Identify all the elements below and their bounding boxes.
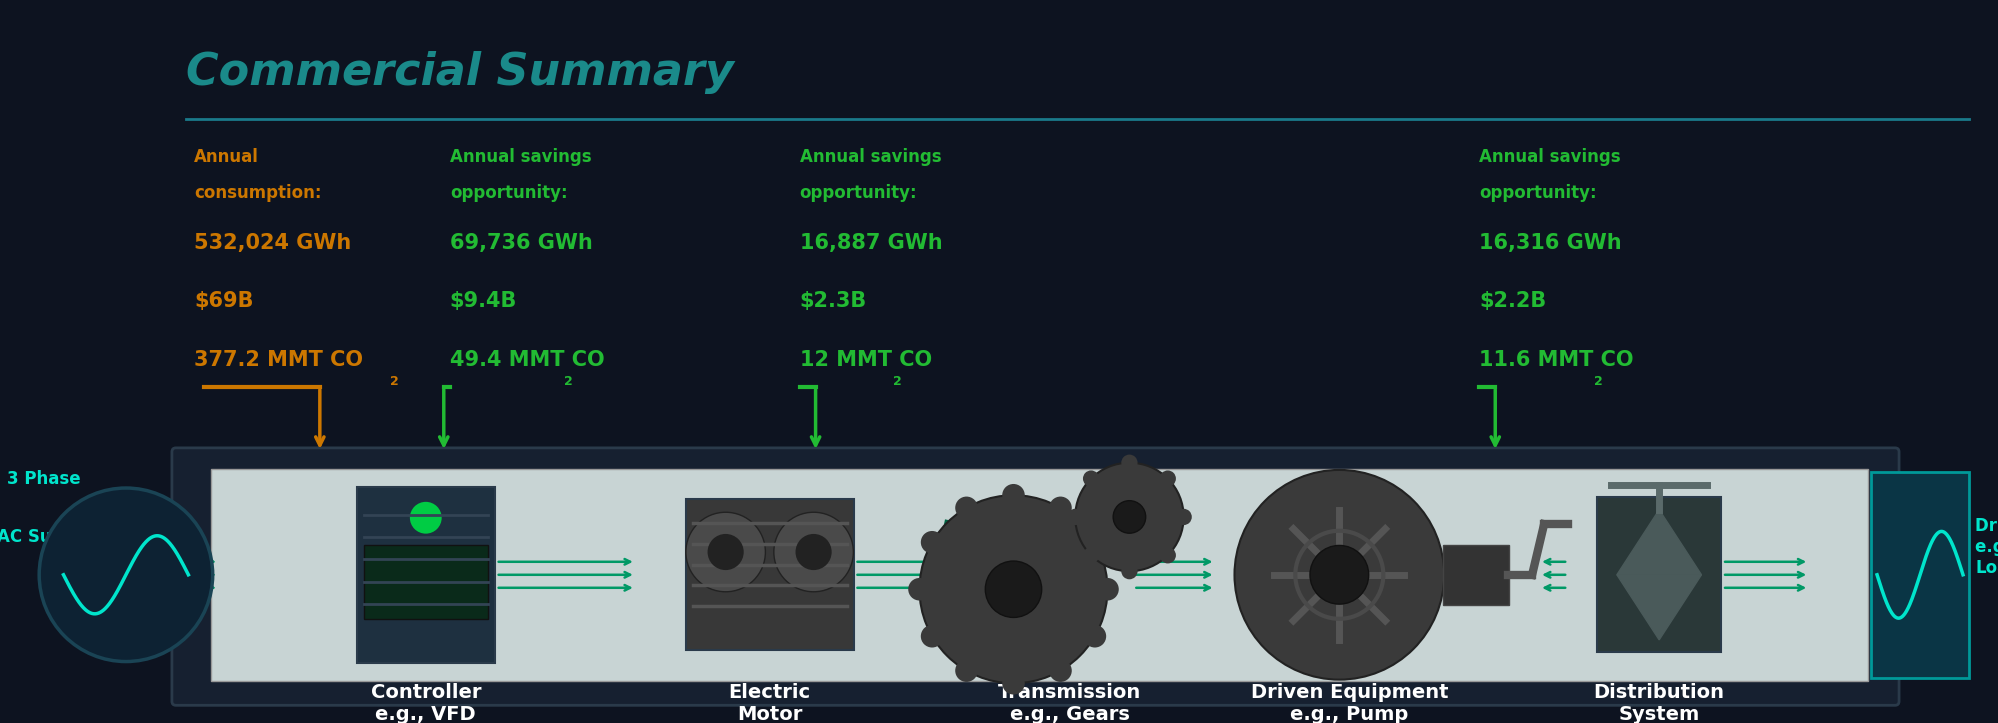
Circle shape	[1083, 547, 1099, 563]
Text: Commercial Summary: Commercial Summary	[186, 51, 733, 93]
Text: 3 Phase: 3 Phase	[8, 470, 80, 488]
Text: Annual savings: Annual savings	[450, 148, 591, 166]
Text: opportunity:: opportunity:	[450, 184, 567, 202]
Text: AC Supply: AC Supply	[0, 528, 92, 546]
Text: Annual: Annual	[194, 148, 258, 166]
FancyBboxPatch shape	[685, 500, 853, 650]
FancyBboxPatch shape	[364, 545, 488, 619]
Circle shape	[1175, 509, 1191, 525]
Circle shape	[1235, 470, 1443, 680]
Text: $2.3B: $2.3B	[799, 291, 867, 312]
Circle shape	[1121, 563, 1137, 579]
Text: Driven Equipment
e.g., Pump: Driven Equipment e.g., Pump	[1251, 683, 1447, 723]
Text: opportunity:: opportunity:	[799, 184, 917, 202]
Circle shape	[773, 512, 853, 591]
Circle shape	[707, 534, 743, 570]
Circle shape	[795, 534, 831, 570]
Circle shape	[40, 488, 212, 662]
Circle shape	[1083, 471, 1099, 487]
Circle shape	[1001, 672, 1025, 695]
Text: Transmission
e.g., Gears: Transmission e.g., Gears	[997, 683, 1141, 723]
Text: 49.4 MMT CO: 49.4 MMT CO	[450, 350, 603, 370]
Text: Annual savings: Annual savings	[1479, 148, 1620, 166]
Text: 377.2 MMT CO: 377.2 MMT CO	[194, 350, 364, 370]
FancyBboxPatch shape	[172, 448, 1898, 706]
Circle shape	[685, 512, 765, 591]
FancyBboxPatch shape	[210, 469, 1868, 680]
Text: 11.6 MMT CO: 11.6 MMT CO	[1479, 350, 1632, 370]
Text: opportunity:: opportunity:	[1479, 184, 1596, 202]
Text: 2: 2	[563, 375, 573, 388]
Text: Distribution
System: Distribution System	[1592, 683, 1724, 723]
Circle shape	[1083, 531, 1105, 554]
Text: 69,736 GWh: 69,736 GWh	[450, 233, 591, 253]
Circle shape	[955, 659, 977, 682]
Polygon shape	[1616, 510, 1700, 575]
Circle shape	[1049, 659, 1071, 682]
Circle shape	[1095, 578, 1119, 601]
Text: 532,024 GWh: 532,024 GWh	[194, 233, 352, 253]
Text: 2: 2	[893, 375, 901, 388]
Text: Annual savings: Annual savings	[799, 148, 941, 166]
Circle shape	[1001, 484, 1025, 507]
Circle shape	[1067, 509, 1083, 525]
FancyBboxPatch shape	[1870, 471, 1968, 678]
Circle shape	[921, 531, 943, 554]
Polygon shape	[1616, 575, 1700, 640]
Circle shape	[921, 625, 943, 648]
Circle shape	[1121, 455, 1137, 471]
Text: consumption:: consumption:	[194, 184, 322, 202]
Text: 2: 2	[1592, 375, 1602, 388]
Circle shape	[1049, 497, 1071, 519]
Circle shape	[1113, 501, 1145, 534]
FancyBboxPatch shape	[1443, 545, 1508, 604]
Circle shape	[1309, 545, 1369, 604]
Circle shape	[985, 561, 1041, 617]
FancyBboxPatch shape	[1596, 497, 1720, 652]
Circle shape	[1159, 471, 1175, 487]
Text: Controller
e.g., VFD: Controller e.g., VFD	[370, 683, 482, 723]
Text: $9.4B: $9.4B	[450, 291, 517, 312]
Circle shape	[919, 495, 1107, 683]
Text: $2.2B: $2.2B	[1479, 291, 1546, 312]
Text: 12 MMT CO: 12 MMT CO	[799, 350, 931, 370]
Circle shape	[1159, 547, 1175, 563]
Text: 16,316 GWh: 16,316 GWh	[1479, 233, 1620, 253]
Text: $69B: $69B	[194, 291, 254, 312]
Text: Electric
Motor: Electric Motor	[727, 683, 811, 723]
Circle shape	[907, 578, 931, 601]
Circle shape	[955, 497, 977, 519]
Text: 2: 2	[390, 375, 398, 388]
FancyBboxPatch shape	[356, 487, 496, 663]
Circle shape	[1083, 625, 1105, 648]
Circle shape	[1075, 463, 1183, 571]
Circle shape	[410, 502, 442, 534]
Text: Driven Load
e.g., Variable
Load: Driven Load e.g., Variable Load	[1974, 517, 1998, 576]
Text: 16,887 GWh: 16,887 GWh	[799, 233, 941, 253]
